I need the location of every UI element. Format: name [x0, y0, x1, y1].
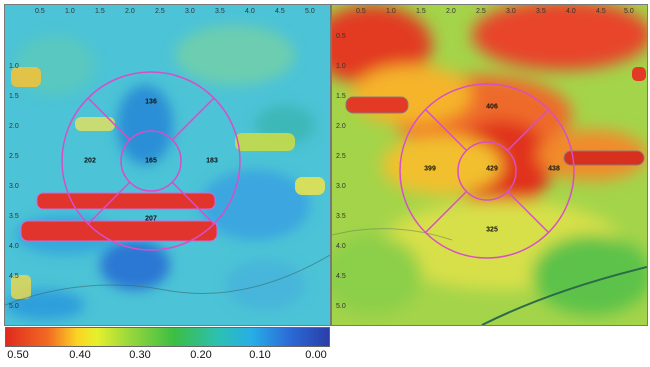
right-map-image	[332, 5, 647, 325]
right-x-tick: 2.5	[476, 8, 486, 15]
right-x-tick: 5.0	[624, 8, 634, 15]
color-scale-label: 0.40	[69, 349, 91, 361]
left-y-tick: 2.0	[9, 123, 19, 130]
color-scale-bar	[5, 327, 330, 347]
color-scale-label: 0.50	[7, 349, 29, 361]
left-x-tick: 4.0	[245, 8, 255, 15]
right-x-tick: 4.5	[596, 8, 606, 15]
color-scale-label: 0.00	[305, 349, 327, 361]
right-x-tick: 0.5	[356, 8, 366, 15]
left-sector-temporal: 202	[84, 157, 96, 165]
right-thickness-map: 0.5 1.0 1.5 2.0 2.5 3.0 3.5 4.0 4.5 5.0 …	[331, 4, 648, 326]
left-x-tick: 0.5	[35, 8, 45, 15]
left-map-image	[5, 5, 330, 325]
right-sector-inferior: 325	[486, 226, 498, 234]
right-y-tick: 2.0	[336, 123, 346, 130]
left-y-tick: 2.5	[9, 153, 19, 160]
right-x-tick: 3.5	[536, 8, 546, 15]
right-x-tick: 3.0	[506, 8, 516, 15]
right-y-tick: 2.5	[336, 153, 346, 160]
left-x-tick: 2.0	[125, 8, 135, 15]
right-y-tick: 3.0	[336, 183, 346, 190]
right-sector-nasal: 438	[548, 165, 560, 173]
left-y-tick: 3.0	[9, 183, 19, 190]
right-sector-superior: 406	[486, 103, 498, 111]
left-x-tick: 1.5	[95, 8, 105, 15]
color-scale-label: 0.20	[190, 349, 212, 361]
left-x-tick: 5.0	[305, 8, 315, 15]
right-sector-temporal: 399	[424, 165, 436, 173]
right-x-tick: 1.0	[386, 8, 396, 15]
left-y-tick: 1.5	[9, 93, 19, 100]
right-y-tick: 3.5	[336, 213, 346, 220]
right-y-tick: 0.5	[336, 33, 346, 40]
left-x-tick: 1.0	[65, 8, 75, 15]
right-x-tick: 4.0	[566, 8, 576, 15]
left-x-tick: 3.0	[185, 8, 195, 15]
right-x-tick: 1.5	[416, 8, 426, 15]
left-y-tick: 4.5	[9, 273, 19, 280]
right-x-tick: 2.0	[446, 8, 456, 15]
right-sector-central: 429	[486, 165, 498, 173]
left-y-tick: 3.5	[9, 213, 19, 220]
left-sector-superior: 136	[145, 98, 157, 106]
right-y-tick: 1.0	[336, 63, 346, 70]
left-y-tick: 4.0	[9, 243, 19, 250]
left-sector-central: 165	[145, 157, 157, 165]
left-x-tick: 2.5	[155, 8, 165, 15]
left-thickness-map: 0.5 1.0 1.5 2.0 2.5 3.0 3.5 4.0 4.5 5.0 …	[4, 4, 331, 326]
left-y-tick: 5.0	[9, 303, 19, 310]
color-scale-label: 0.10	[249, 349, 271, 361]
right-y-tick: 4.0	[336, 243, 346, 250]
color-scale-label: 0.30	[129, 349, 151, 361]
left-x-tick: 4.5	[275, 8, 285, 15]
left-x-tick: 3.5	[215, 8, 225, 15]
right-y-tick: 5.0	[336, 303, 346, 310]
right-y-tick: 4.5	[336, 273, 346, 280]
left-y-tick: 1.0	[9, 63, 19, 70]
left-sector-nasal: 183	[206, 157, 218, 165]
left-sector-inferior: 207	[145, 215, 157, 223]
right-y-tick: 1.5	[336, 93, 346, 100]
